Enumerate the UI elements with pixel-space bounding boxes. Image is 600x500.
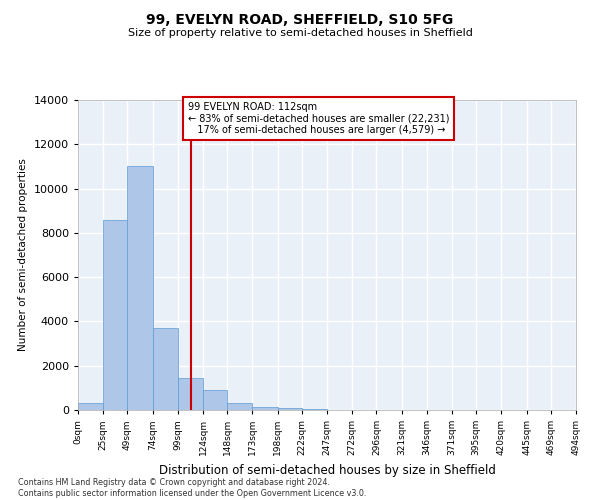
Bar bbox=[152, 328, 178, 410]
Bar bbox=[203, 390, 227, 410]
Bar bbox=[278, 408, 302, 410]
Y-axis label: Number of semi-detached properties: Number of semi-detached properties bbox=[18, 158, 28, 352]
Text: 99 EVELYN ROAD: 112sqm
← 83% of semi-detached houses are smaller (22,231)
   17%: 99 EVELYN ROAD: 112sqm ← 83% of semi-det… bbox=[188, 102, 449, 134]
Bar bbox=[78, 404, 103, 410]
Text: 99, EVELYN ROAD, SHEFFIELD, S10 5FG: 99, EVELYN ROAD, SHEFFIELD, S10 5FG bbox=[146, 12, 454, 26]
X-axis label: Distribution of semi-detached houses by size in Sheffield: Distribution of semi-detached houses by … bbox=[158, 464, 496, 476]
Text: Size of property relative to semi-detached houses in Sheffield: Size of property relative to semi-detach… bbox=[128, 28, 472, 38]
Bar bbox=[103, 220, 127, 410]
Bar bbox=[302, 409, 327, 410]
Bar bbox=[253, 406, 278, 410]
Bar bbox=[227, 404, 253, 410]
Bar bbox=[127, 166, 152, 410]
Bar bbox=[178, 378, 203, 410]
Text: Contains HM Land Registry data © Crown copyright and database right 2024.
Contai: Contains HM Land Registry data © Crown c… bbox=[18, 478, 367, 498]
